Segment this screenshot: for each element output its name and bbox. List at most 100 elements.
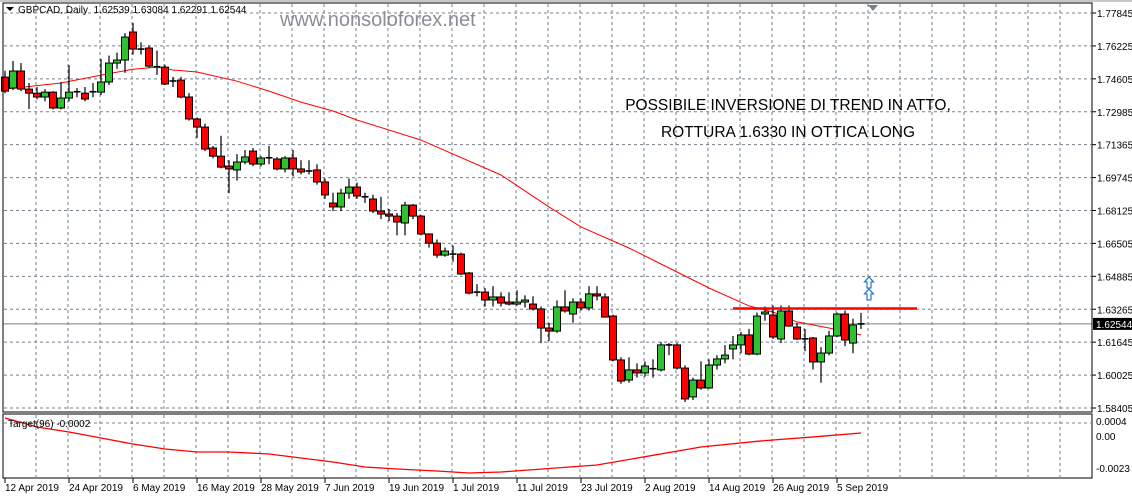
- time-axis[interactable]: 12 Apr 2019 24 Apr 2019 6 May 2019 16 May 2…: [4, 478, 889, 494]
- candle-body-bear: [273, 158, 281, 170]
- y-tick-label: 1.58405: [1097, 404, 1132, 415]
- candle: [201, 123, 209, 152]
- candle: [409, 203, 417, 220]
- candle-body-bull: [489, 296, 497, 301]
- candle-body-bear: [289, 157, 297, 170]
- arrow-up-icon[interactable]: [863, 288, 875, 301]
- candle-body-bear: [377, 210, 385, 215]
- candle-body-bull: [833, 313, 841, 337]
- candle: [57, 81, 65, 110]
- candle-body-bear: [321, 181, 329, 196]
- candle: [457, 252, 465, 276]
- candle-body-bear: [193, 118, 201, 128]
- candle-body-bear: [745, 334, 753, 355]
- candle-body-bull: [641, 365, 649, 374]
- candle-body-bull: [241, 156, 249, 163]
- candle: [561, 290, 569, 313]
- candle: [377, 196, 385, 220]
- triangle-down-icon[interactable]: [6, 7, 14, 11]
- candle-body-bear: [81, 92, 89, 100]
- candle: [17, 63, 25, 92]
- candle-body-bear: [217, 155, 225, 168]
- price-axis[interactable]: 1.77845 1.76225 1.74605 1.72985 1.71365 1.697…: [1092, 9, 1132, 415]
- candle: [257, 156, 265, 167]
- candle-body-bear: [577, 301, 585, 309]
- arrow-up-icon[interactable]: [863, 276, 875, 289]
- candle: [169, 76, 177, 88]
- candle: [289, 150, 297, 177]
- candle: [809, 336, 817, 370]
- candle-body-bull: [729, 344, 737, 350]
- candle: [633, 363, 641, 378]
- candle-body-bear: [49, 91, 57, 109]
- candle: [649, 359, 657, 378]
- candle-body-bear: [793, 326, 801, 340]
- candle: [769, 305, 777, 340]
- candle-body-bull: [625, 369, 633, 381]
- arrows: [863, 276, 875, 301]
- candle-body-bear: [25, 88, 33, 94]
- candle-body-bear: [769, 314, 777, 338]
- candle-body-bear: [209, 147, 217, 157]
- candle-body-bull: [521, 299, 529, 303]
- chart-shift-icon[interactable]: [868, 5, 878, 11]
- indicator-tick-label: 0.00: [1096, 432, 1116, 443]
- candle: [505, 292, 513, 306]
- candle-body-bull: [105, 62, 113, 83]
- candle-body-bear: [17, 70, 25, 90]
- candle: [841, 310, 849, 347]
- y-tick-label: 1.76225: [1097, 42, 1132, 53]
- candle-body-bear: [225, 165, 233, 170]
- y-tick-label: 1.68125: [1097, 207, 1132, 218]
- candle: [9, 61, 17, 91]
- candle-body-bull: [737, 334, 745, 346]
- candle-body-bear: [425, 233, 433, 244]
- candle: [129, 23, 137, 55]
- candle: [249, 148, 257, 167]
- candle: [193, 117, 201, 138]
- candle: [449, 245, 457, 262]
- candle: [569, 298, 577, 323]
- candle-body-bull: [337, 192, 345, 208]
- x-tick-label: 28 May 2019: [261, 483, 319, 494]
- y-tick-label: 1.61645: [1097, 338, 1132, 349]
- x-tick-label: 7 Jun 2019: [325, 483, 375, 494]
- candle-body-bull: [513, 301, 521, 305]
- candle: [329, 192, 337, 212]
- candle-body-bull: [585, 293, 593, 309]
- x-tick-label: 19 Jun 2019: [389, 483, 444, 494]
- candle-body-bear: [465, 272, 473, 294]
- candle: [729, 335, 737, 360]
- candle-body-bull: [441, 250, 449, 256]
- candle-body-bull: [345, 186, 353, 194]
- indicator-tick-label: 0.0004: [1096, 417, 1127, 428]
- candle: [241, 150, 249, 165]
- candle-body-bear: [697, 379, 705, 389]
- candle: [297, 160, 305, 175]
- candle-body-bear: [329, 202, 337, 208]
- candle: [849, 318, 857, 354]
- annotation-line-1: POSSIBILE INVERSIONE DI TREND IN ATTO,: [625, 97, 951, 114]
- candle: [233, 154, 241, 181]
- y-tick-label: 1.69745: [1097, 174, 1132, 185]
- candle-body-bull: [401, 204, 409, 224]
- candle: [73, 88, 81, 98]
- candle: [121, 33, 129, 73]
- candle: [657, 342, 665, 372]
- x-tick-label: 2 Aug 2019: [645, 483, 696, 494]
- moving-average-line: [4, 66, 862, 336]
- candle: [481, 288, 489, 307]
- candle: [625, 357, 633, 383]
- candle-body-bull: [777, 310, 785, 340]
- candle-body-bear: [785, 310, 793, 327]
- candle: [369, 194, 377, 214]
- candle-body-bull: [849, 324, 857, 344]
- indicator-plot-border: [2, 413, 1093, 479]
- candle-body-bear: [433, 242, 441, 256]
- candle: [609, 314, 617, 362]
- candle: [89, 82, 97, 98]
- candle-body-bear: [609, 315, 617, 361]
- indicator-grid: [4, 415, 1091, 477]
- candle-body-bull: [233, 161, 241, 171]
